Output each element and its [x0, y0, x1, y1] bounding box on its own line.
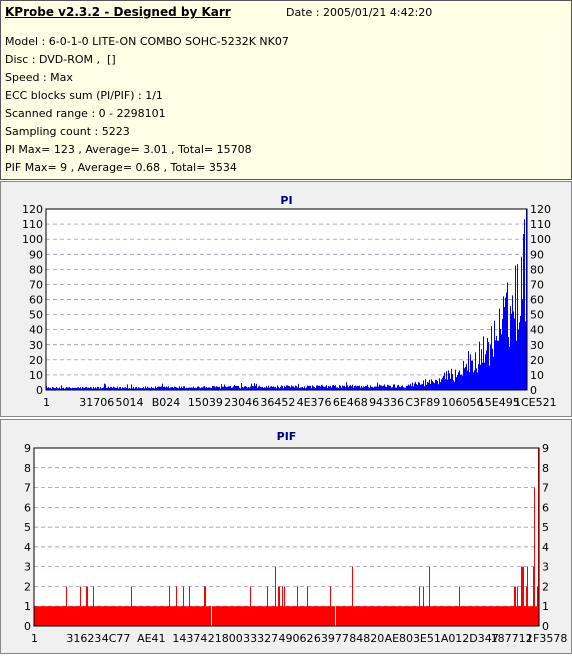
info-header: KProbe v2.3.2 - Designed by Karr Date : … [0, 0, 572, 180]
plot-frame [45, 208, 528, 391]
y-tick-label-left: 20 [29, 354, 43, 367]
y-tick-label-right: 30 [530, 339, 544, 352]
x-tick-label: 15039 [188, 396, 223, 409]
x-tick-label: 187712 [491, 632, 533, 645]
y-tick-label-left: 8 [24, 462, 31, 475]
y-tick-label-right: 80 [530, 263, 544, 276]
y-tick-label-left: 40 [29, 324, 43, 337]
y-tick-label-right: 3 [542, 561, 549, 574]
x-tick-label: 84820 [349, 632, 384, 645]
y-tick-label-left: 60 [29, 294, 43, 307]
x-tick-label: 33327 [243, 632, 278, 645]
x-tick-label: 31623 [66, 632, 101, 645]
pi-stats-line: PI Max= 123 , Average= 3.01 , Total= 157… [5, 143, 252, 156]
chart-title: PIF [277, 430, 297, 443]
y-tick-label-right: 2 [542, 580, 549, 593]
x-tick-label: 1F3578 [526, 632, 567, 645]
range-line: Scanned range : 0 - 2298101 [5, 107, 166, 120]
x-tick-label: 23046 [224, 396, 259, 409]
y-tick-label-right: 7 [542, 482, 549, 495]
y-tick-label-right: 9 [542, 442, 549, 455]
x-tick-label: C3F89 [405, 396, 440, 409]
y-tick-label-right: 70 [530, 278, 544, 291]
y-tick-label-left: 100 [22, 233, 43, 246]
y-tick-label-left: 80 [29, 263, 43, 276]
y-tick-label-right: 5 [542, 521, 549, 534]
x-tick-label: E51A0 [420, 632, 455, 645]
app-title: KProbe v2.3.2 - Designed by Karr [5, 5, 231, 19]
y-tick-label-left: 2 [24, 580, 31, 593]
y-tick-label-left: 90 [29, 248, 43, 261]
x-tick-label: AE803 [385, 632, 420, 645]
x-tick-label: 1 [43, 396, 50, 409]
model-line: Model : 6-0-1-0 LITE-ON COMBO SOHC-5232K… [5, 35, 289, 48]
y-tick-label-right: 100 [530, 233, 551, 246]
y-tick-label-left: 120 [22, 203, 43, 216]
y-tick-label-right: 6 [542, 501, 549, 514]
y-tick-label-right: 20 [530, 354, 544, 367]
x-tick-label: 106056 [442, 396, 484, 409]
y-tick-label-right: 4 [542, 541, 549, 554]
x-tick-label: 15E495 [478, 396, 520, 409]
x-tick-label: 14374 [172, 632, 207, 645]
y-tick-label-left: 6 [24, 501, 31, 514]
ecc-line: ECC blocks sum (PI/PIF) : 1/1 [5, 89, 163, 102]
x-tick-label: 21800 [208, 632, 243, 645]
x-tick-label: AE41 [137, 632, 165, 645]
y-tick-label-right: 0 [530, 384, 537, 397]
chart-title: PI [280, 194, 292, 207]
y-tick-label-right: 60 [530, 294, 544, 307]
x-tick-label: 36452 [260, 396, 295, 409]
y-tick-label-left: 10 [29, 369, 43, 382]
y-tick-label-left: 70 [29, 278, 43, 291]
y-tick-label-right: 50 [530, 309, 544, 322]
y-tick-label-right: 1 [542, 600, 549, 613]
y-tick-label-left: 110 [22, 218, 43, 231]
y-tick-label-left: 4 [24, 541, 31, 554]
pif-chart-panel: PIF 0 0 1 1 2 2 3 3 4 4 5 5 6 6 7 7 8 8 9 9 1 31623 4C77 AE41 143… [0, 419, 572, 654]
y-tick-label-left: 30 [29, 339, 43, 352]
y-tick-label-right: 40 [530, 324, 544, 337]
y-tick-label-right: 110 [530, 218, 551, 231]
x-tick-label: 31706 [79, 396, 114, 409]
x-tick-label: 94336 [369, 396, 404, 409]
y-tick-label-left: 3 [24, 561, 31, 574]
y-tick-label-right: 90 [530, 248, 544, 261]
x-tick-label: 63977 [314, 632, 349, 645]
y-tick-label-left: 50 [29, 309, 43, 322]
x-tick-label: 1CE521 [514, 396, 557, 409]
plot-area [34, 448, 539, 626]
x-tick-label: B024 [152, 396, 181, 409]
scan-date: Date : 2005/01/21 4:42:20 [286, 6, 433, 19]
x-tick-label: 4C77 [102, 632, 131, 645]
y-tick-label-right: 120 [530, 203, 551, 216]
disc-line: Disc : DVD-ROM , [] [5, 53, 116, 66]
x-tick-label: 49062 [279, 632, 314, 645]
y-tick-label-right: 10 [530, 369, 544, 382]
y-tick-label-left: 5 [24, 521, 31, 534]
x-tick-label: 4E376 [297, 396, 332, 409]
y-tick-label-left: 7 [24, 482, 31, 495]
y-tick-label-right: 0 [542, 620, 549, 633]
speed-line: Speed : Max [5, 71, 73, 84]
pi-chart-panel: PI 0 0 10 10 20 20 30 30 40 40 50 50 60 60 70 70 80 80 90 90… [0, 181, 572, 417]
pif-stats-line: PIF Max= 9 , Average= 0.68 , Total= 3534 [5, 161, 237, 174]
x-tick-label: 12D347 [455, 632, 498, 645]
y-tick-label-right: 8 [542, 462, 549, 475]
y-tick-label-left: 1 [24, 600, 31, 613]
y-tick-label-left: 0 [24, 620, 31, 633]
y-tick-label-left: 9 [24, 442, 31, 455]
x-tick-label: 5014 [115, 396, 143, 409]
y-tick-label-left: 0 [36, 384, 43, 397]
x-tick-label: 1 [31, 632, 38, 645]
sampling-line: Sampling count : 5223 [5, 125, 130, 138]
pi-chart: PI 0 0 10 10 20 20 30 30 40 40 50 50 60 60 70 70 80 80 90 90… [22, 194, 557, 409]
plot-frame [33, 447, 540, 627]
x-tick-label: 6E468 [333, 396, 368, 409]
